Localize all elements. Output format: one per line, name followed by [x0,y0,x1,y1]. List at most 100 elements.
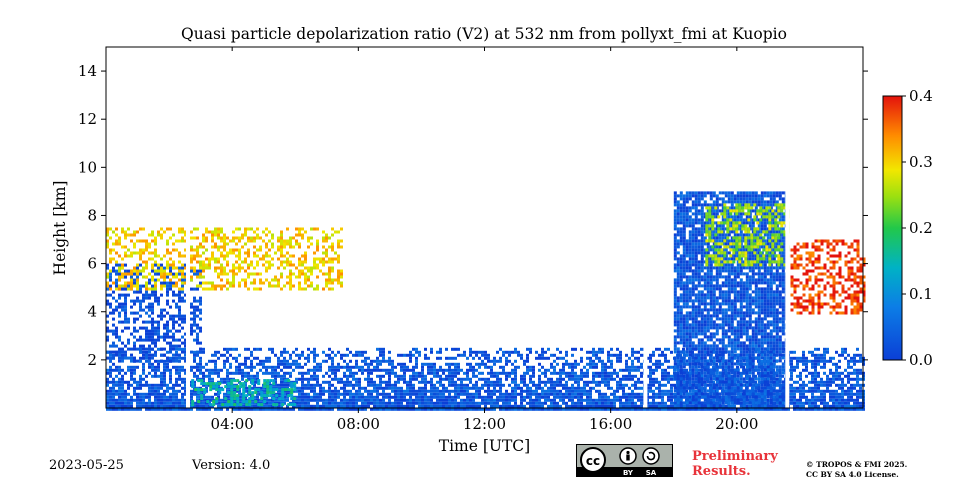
heatmap-cell [160,257,163,261]
heatmap-cell [673,218,677,222]
heatmap-cell [802,368,805,372]
heatmap-cell [205,389,208,393]
heatmap-cell [121,356,124,360]
heatmap-cell [200,379,204,383]
heatmap-cell [841,386,844,390]
heatmap-cell [376,407,379,411]
heatmap-cell [346,407,349,411]
heatmap-cell [262,386,265,390]
heatmap-cell [640,407,643,411]
heatmap-cell [493,404,496,408]
heatmap-cell [163,230,166,234]
heatmap-cell [148,395,151,399]
heatmap-cell [592,380,595,384]
heatmap-cell [257,403,261,407]
heatmap-cell [574,401,577,405]
heatmap-cell [814,347,817,351]
heatmap-cell [730,386,733,390]
heatmap-cell [298,371,301,375]
heatmap-cell [358,392,361,396]
heatmap-cell [250,263,253,267]
heatmap-cell [124,371,127,375]
heatmap-cell [304,398,307,402]
heatmap-cell [274,275,277,279]
heatmap-cell [166,329,169,333]
heatmap-cell [269,379,273,383]
heatmap-cell [346,380,349,384]
heatmap-cell [397,398,400,402]
heatmap-cell [307,278,310,282]
heatmap-cell [142,401,145,405]
heatmap-cell [796,374,799,378]
heatmap-cell [271,374,274,378]
heatmap-cell [823,383,826,387]
heatmap-cell [124,269,127,273]
heatmap-cell [319,407,322,411]
heatmap-cell [454,371,457,375]
heatmap-cell [157,329,160,333]
heatmap-cell [595,398,598,402]
heatmap-cell [205,239,208,243]
heatmap-cell [832,362,835,366]
heatmap-cell [112,257,115,261]
heatmap-cell [211,368,214,372]
heatmap-cell [331,245,334,249]
heatmap-cell [154,260,157,264]
heatmap-cell [565,392,568,396]
heatmap-cell [262,281,265,285]
heatmap-cell [559,374,562,378]
heatmap-cell [649,380,652,384]
heatmap-cell [307,383,310,387]
heatmap-cell [376,359,379,363]
heatmap-cell [238,263,241,267]
heatmap-cell [379,398,382,402]
heatmap-cell [673,350,677,354]
heatmap-cell [637,407,640,411]
heatmap-cell [301,272,304,276]
heatmap-cell [409,377,412,381]
heatmap-cell [145,266,148,270]
heatmap-cell [169,335,172,339]
heatmap-cell [448,362,451,366]
heatmap-cell [310,236,313,240]
heatmap-cell [145,329,148,333]
heatmap-cell [238,404,241,408]
heatmap-cell [415,350,418,354]
heatmap-cell [244,362,247,366]
heatmap-cell [130,383,133,387]
heatmap-cell [199,296,202,300]
heatmap-cell [284,388,288,392]
heatmap-cell [559,407,562,411]
heatmap-cell [196,326,199,330]
heatmap-cell [166,398,169,402]
heatmap-cell [661,374,664,378]
heatmap-cell [172,326,175,330]
heatmap-cell [211,287,214,291]
heatmap-cell [142,227,145,231]
heatmap-cell [400,389,403,393]
heatmap-cell [220,398,223,402]
heatmap-cell [166,359,169,363]
heatmap-cell [820,392,823,396]
heatmap-cell [577,407,580,411]
heatmap-cell [583,407,586,411]
heatmap-cell [601,368,604,372]
heatmap-cell [496,377,499,381]
heatmap-cell [232,266,235,270]
heatmap-cell [508,350,511,354]
heatmap-cell [277,248,280,252]
heatmap-cell [190,275,193,279]
heatmap-cell [337,257,340,261]
heatmap-cell [412,377,415,381]
heatmap-cell [388,401,391,405]
heatmap-cell [766,371,769,375]
heatmap-cell [772,401,775,405]
heatmap-cell [181,395,184,399]
heatmap-cell [172,260,175,264]
heatmap-cell [673,344,677,348]
heatmap-cell [835,401,838,405]
heatmap-cell [304,407,307,411]
heatmap-cell [157,395,160,399]
heatmap-cell [130,251,133,255]
heatmap-cell [316,245,319,249]
